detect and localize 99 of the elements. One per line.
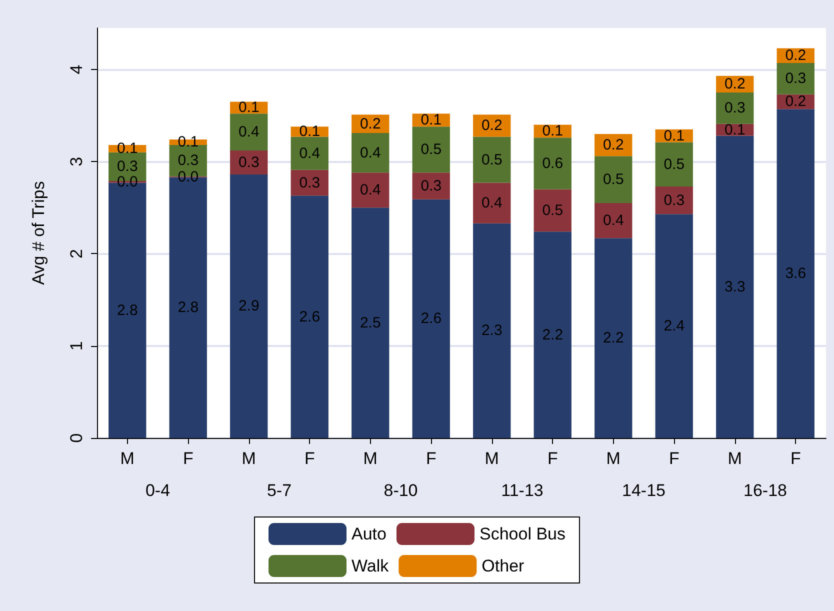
y-tick-label: 3	[67, 156, 86, 166]
bar	[473, 136, 511, 183]
bar	[352, 208, 390, 438]
data-label: 0.1	[238, 99, 260, 116]
data-label: 0.4	[299, 144, 320, 162]
bar	[473, 182, 511, 224]
bar	[412, 172, 450, 200]
data-label: 0.5	[481, 151, 502, 168]
data-label: 0.3	[664, 192, 685, 209]
bar	[352, 172, 390, 208]
y-tick-label: 0	[67, 433, 86, 443]
x-tick-label: M	[606, 449, 620, 468]
data-label: 0.1	[420, 112, 442, 129]
x-tick-label: F	[790, 449, 801, 468]
data-label: 2.3	[481, 322, 502, 340]
text: 8-10	[384, 481, 418, 500]
x-tick-label: F	[304, 449, 315, 468]
y-axis-title: Avg # of Trips	[29, 181, 48, 285]
data-label: 2.8	[116, 302, 138, 319]
text: 11-13	[501, 481, 544, 500]
text: 16-18	[744, 481, 787, 500]
text: 0-4	[145, 481, 170, 500]
data-label: 0.2	[360, 115, 381, 132]
data-label: 0.3	[116, 158, 138, 176]
data-label: 0.2	[724, 76, 746, 93]
data-label: 0.5	[542, 202, 564, 219]
bar	[594, 156, 632, 204]
bar	[412, 199, 450, 438]
bar	[290, 136, 328, 170]
bar	[716, 92, 754, 124]
data-label: 0.1	[542, 122, 564, 140]
x-tick-label: M	[120, 449, 134, 468]
data-label: 2.6	[299, 308, 320, 326]
data-label: 0.3	[785, 70, 806, 88]
data-label: 0.3	[420, 178, 442, 195]
data-label: 0.3	[178, 152, 199, 170]
data-label: 0.2	[481, 117, 502, 134]
data-label: 0.6	[542, 154, 564, 172]
data-label: 3.6	[785, 265, 806, 282]
bar	[473, 223, 511, 438]
data-label: 0.2	[785, 93, 806, 110]
data-label: 2.4	[664, 318, 685, 335]
data-label: 2.5	[360, 314, 381, 332]
y-tick-label: 1	[67, 341, 86, 351]
x-tick-label: M	[363, 449, 378, 468]
y-tick-label: 4	[67, 64, 86, 74]
bar	[352, 133, 390, 173]
bar	[230, 174, 268, 438]
x-tick-label: M	[484, 449, 499, 468]
x-tick-label: F	[547, 449, 558, 468]
data-label: 0.2	[602, 136, 624, 154]
data-label: 0.5	[664, 156, 685, 173]
bar	[534, 189, 572, 232]
data-label: 2.2	[602, 330, 624, 347]
bar	[594, 203, 632, 238]
x-tick-label: F	[668, 449, 680, 468]
data-label: 2.8	[178, 299, 199, 316]
data-label: 2.9	[238, 298, 260, 315]
legend-label: Other	[482, 556, 525, 576]
bar	[290, 196, 328, 438]
bar	[655, 214, 693, 438]
legend-label: School Bus	[479, 524, 566, 544]
legend-label: Auto	[352, 524, 386, 544]
bar	[716, 136, 754, 438]
bar	[655, 186, 693, 214]
bar	[412, 126, 450, 173]
bar	[534, 232, 572, 438]
data-label: 0.2	[785, 47, 806, 64]
text: 14-15	[622, 481, 666, 500]
bar	[534, 138, 572, 190]
data-label: 0.5	[602, 171, 624, 188]
x-tick-label: M	[242, 449, 256, 468]
data-label: 0.4	[360, 144, 381, 162]
data-label: 0.3	[238, 154, 260, 172]
data-label: 0.4	[360, 182, 381, 199]
bar	[776, 63, 814, 94]
text: 5-7	[266, 481, 292, 500]
data-label: 0.1	[299, 123, 320, 140]
y-tick-label: 2	[67, 248, 86, 258]
x-tick-label: F	[182, 449, 194, 468]
data-label: 0.5	[420, 141, 442, 158]
data-label: 0.1	[724, 121, 746, 138]
bar	[655, 142, 693, 186]
bar	[776, 109, 814, 438]
data-label: 0.4	[238, 124, 260, 141]
data-label: 0.4	[481, 194, 502, 212]
x-tick-label: F	[426, 449, 436, 468]
legend-label: Walk	[352, 556, 390, 576]
x-tick-label: M	[728, 449, 742, 468]
bar	[230, 150, 268, 174]
data-label: 0.3	[724, 100, 746, 117]
bar	[230, 114, 268, 151]
data-label: 0.1	[664, 127, 685, 144]
data-label: 0.3	[299, 174, 320, 192]
data-label: 2.6	[420, 310, 442, 328]
bar	[594, 238, 632, 438]
data-label: 3.3	[724, 278, 746, 296]
data-label: 0.4	[602, 212, 624, 230]
data-label: 2.2	[542, 326, 564, 344]
